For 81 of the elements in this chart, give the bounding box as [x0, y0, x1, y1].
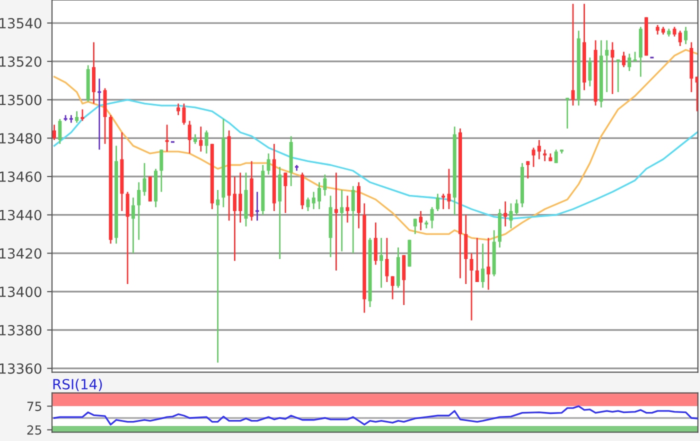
candlestick	[188, 120, 192, 154]
candlestick	[430, 206, 434, 230]
candlestick	[232, 176, 236, 262]
candlestick	[509, 202, 513, 230]
candlestick	[605, 40, 609, 93]
y-tick-label: 13540	[0, 18, 42, 28]
line-series	[53, 405, 698, 426]
y-tick-label: 13400	[0, 286, 42, 298]
candlestick	[588, 56, 592, 88]
candlestick	[684, 26, 688, 45]
y-tick-label: 13500	[0, 94, 42, 106]
candlestick	[306, 196, 310, 212]
candlestick	[176, 102, 180, 116]
candlestick	[165, 124, 169, 152]
candlestick	[532, 147, 536, 168]
candlestick	[334, 172, 338, 272]
candlestick	[436, 193, 440, 212]
y-tick-label: 25	[27, 425, 42, 435]
candlestick	[75, 110, 79, 124]
candlestick	[543, 148, 547, 162]
y-tick-label: 75	[27, 402, 42, 412]
candlestick	[447, 168, 451, 210]
candlestick	[131, 196, 135, 254]
line-series	[53, 49, 698, 241]
candlestick	[142, 162, 146, 196]
candlestick	[284, 172, 288, 214]
candlestick	[52, 124, 56, 141]
candlestick	[566, 97, 570, 130]
candlestick	[616, 58, 620, 93]
candlestick	[216, 189, 220, 364]
candlestick	[610, 42, 614, 95]
candlestick	[312, 191, 316, 210]
candlestick	[318, 182, 322, 210]
y-tick-label: 13440	[0, 210, 42, 220]
candlestick	[628, 53, 632, 72]
y-tick-label: 13420	[0, 248, 42, 259]
candlestick	[204, 130, 208, 154]
candlestick	[96, 78, 102, 150]
candlestick	[160, 148, 164, 193]
candlestick	[526, 160, 530, 180]
candlestick	[137, 182, 141, 241]
y-tick-label: 13360	[0, 363, 42, 374]
candlestick	[193, 134, 197, 145]
candlestick	[486, 237, 490, 290]
candlestick	[380, 237, 384, 288]
candlestick	[390, 276, 394, 300]
line-series	[53, 98, 698, 220]
candlestick	[266, 152, 270, 176]
candlestick	[346, 195, 350, 224]
candlestick	[656, 24, 660, 36]
chart-title: RSI(14)	[53, 378, 102, 392]
candlestick	[351, 185, 355, 254]
candlestick	[182, 102, 186, 126]
y-tick-label: 13380	[0, 324, 42, 336]
y-tick-label: 13460	[0, 171, 42, 182]
candlestick	[481, 242, 485, 288]
candlestick	[514, 198, 518, 216]
candlestick	[475, 237, 479, 283]
candlestick	[254, 191, 260, 222]
candlestick	[633, 51, 637, 62]
y-tick-label: 13520	[0, 56, 42, 67]
candlestick	[571, 3, 575, 106]
y-tick-label: 13480	[0, 133, 42, 144]
candlestick	[238, 172, 242, 224]
candlestick	[622, 51, 626, 68]
candlestick	[419, 210, 423, 231]
candlestick	[678, 30, 682, 47]
candlestick	[126, 191, 130, 285]
candlestick	[58, 118, 62, 145]
candlestick	[442, 193, 446, 210]
candlestick	[385, 237, 389, 283]
candlestick	[340, 189, 344, 252]
candlestick	[504, 200, 508, 228]
candlestick	[554, 148, 558, 164]
candlestick	[470, 252, 474, 322]
candlestick	[537, 139, 541, 160]
candlestick	[413, 218, 417, 235]
candlestick	[323, 174, 327, 196]
candlestick	[374, 222, 378, 266]
candlestick	[80, 108, 84, 122]
candlestick	[199, 126, 203, 152]
